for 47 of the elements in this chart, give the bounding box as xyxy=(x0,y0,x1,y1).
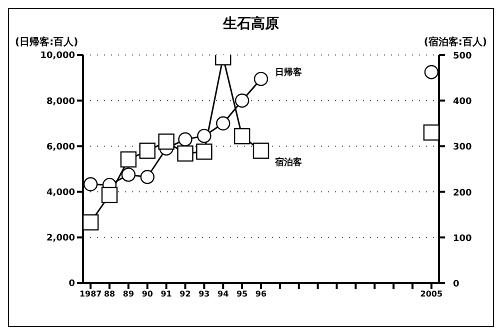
point xyxy=(216,116,230,130)
chart-title: 生石高原 xyxy=(222,15,280,33)
y-tick-label: 10,000 xyxy=(40,51,75,62)
series-label: 宿泊客 xyxy=(274,156,302,168)
y-tick-label: 2,000 xyxy=(46,234,75,244)
x-tick-label: 2005 xyxy=(420,290,443,299)
point xyxy=(139,142,156,159)
x-tick-label: 93 xyxy=(198,290,210,299)
point xyxy=(178,132,192,146)
point xyxy=(197,128,212,144)
point xyxy=(120,151,137,168)
point xyxy=(196,144,212,160)
point xyxy=(234,128,250,144)
x-tick-label: 89 xyxy=(122,290,134,299)
point xyxy=(254,72,268,86)
point xyxy=(140,170,154,184)
x-tick-label: 90 xyxy=(142,290,154,299)
point xyxy=(101,186,118,204)
point xyxy=(423,124,439,141)
x-tick-label: 96 xyxy=(255,290,267,299)
point xyxy=(121,168,136,182)
x-tick-label: 95 xyxy=(236,290,248,299)
x-tick-label: 92 xyxy=(180,290,191,299)
point xyxy=(83,214,99,230)
y2-axis-title: (宿泊客:百人) xyxy=(424,35,487,49)
y-tick-label: 8,000 xyxy=(46,96,75,107)
y-tick-label: 4,000 xyxy=(46,188,75,198)
y2-tick-label: 0 xyxy=(453,280,460,290)
x-tick-label: 94 xyxy=(218,290,230,299)
x-tick-label: 88 xyxy=(104,290,116,299)
y2-tick-label: 500 xyxy=(453,52,472,62)
point xyxy=(424,65,439,80)
y-tick-label: 6,000 xyxy=(46,142,75,152)
y-tick-label: 0 xyxy=(68,279,75,290)
point xyxy=(158,134,174,150)
x-tick-label: 1987 xyxy=(79,290,102,299)
y2-tick-label: 300 xyxy=(453,142,472,153)
series-label: 日帰客 xyxy=(275,66,302,78)
y2-tick-label: 100 xyxy=(453,234,472,244)
point xyxy=(83,177,98,192)
y2-tick-label: 400 xyxy=(453,97,472,108)
x-tick-label: 91 xyxy=(160,290,172,299)
y2-tick-label: 200 xyxy=(453,188,472,198)
point xyxy=(234,94,250,108)
point xyxy=(177,145,194,162)
point xyxy=(252,142,270,159)
y-axis-title: (日帰客:百人) xyxy=(15,35,78,49)
